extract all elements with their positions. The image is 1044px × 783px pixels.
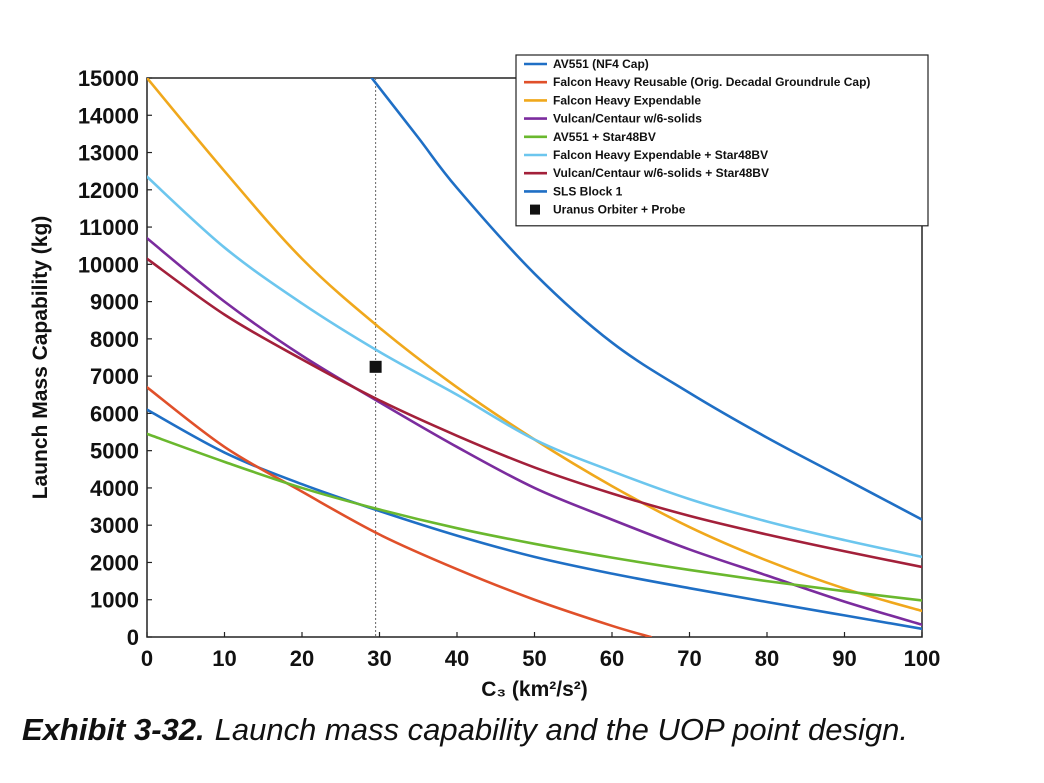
legend-label: Falcon Heavy Expendable (553, 93, 701, 107)
x-tick-label: 0 (141, 646, 153, 671)
x-tick-label: 80 (755, 646, 779, 671)
legend-label: Falcon Heavy Expendable + Star48BV (553, 148, 768, 162)
y-tick-label: 8000 (90, 327, 139, 352)
point-marker-1 (369, 360, 382, 373)
legend-label: AV551 + Star48BV (553, 130, 656, 144)
legend-swatch (530, 204, 540, 215)
legend: AV551 (NF4 Cap) Falcon Heavy Reusable (Or… (515, 54, 929, 227)
y-tick-label: 6000 (90, 401, 139, 426)
plot-area: 0 10 20 30 40 50 60 70 80 90 100010002000300040005… (78, 66, 941, 671)
y-tick-label: 12000 (78, 178, 139, 203)
x-tick-label: 50 (522, 646, 546, 671)
legend-label: SLS Block 1 (553, 184, 623, 198)
y-tick-label: 1000 (90, 588, 139, 613)
y-tick-label: 11000 (79, 215, 139, 240)
series-line-7 (147, 257, 922, 569)
x-tick-label: 70 (677, 646, 701, 671)
legend-box (515, 54, 929, 227)
x-axis-title: C₃ (km²/s²) (481, 678, 588, 701)
series-line-6 (147, 175, 922, 559)
series-line-5 (147, 432, 922, 602)
legend-label: AV551 (NF4 Cap) (553, 57, 649, 71)
x-tick-label: 20 (290, 646, 314, 671)
legend-label: Vulcan/Centaur w/6-solids (553, 112, 702, 126)
y-tick-label: 4000 (90, 476, 139, 501)
y-tick-label: 13000 (78, 141, 139, 166)
y-tick-label: 10000 (78, 252, 139, 277)
series-line-8 (370, 78, 922, 521)
y-tick-label: 0 (127, 625, 139, 650)
y-tick-label: 7000 (90, 364, 139, 389)
x-tick-label: 40 (445, 646, 469, 671)
y-tick-label: 5000 (90, 439, 139, 464)
x-tick-label: 90 (832, 646, 856, 671)
legend-label: Vulcan/Centaur w/6-solids + Star48BV (553, 166, 769, 180)
y-tick-label: 3000 (90, 513, 139, 538)
x-tick-label: 60 (600, 646, 624, 671)
x-tick-label: 10 (212, 646, 236, 671)
y-tick-label: 14000 (78, 103, 139, 128)
x-tick-label: 100 (904, 646, 941, 671)
series-line-1 (147, 408, 922, 631)
y-tick-label: 2000 (90, 550, 139, 575)
x-tick-label: 30 (367, 646, 391, 671)
y-tick-label: 9000 (90, 290, 139, 315)
figure-caption: Exhibit 3-32. Launch mass capability and … (22, 712, 908, 748)
legend-label: Uranus Orbiter + Probe (553, 203, 686, 217)
series-group (147, 78, 922, 637)
series-line-2 (147, 386, 653, 637)
series-line-4 (147, 236, 922, 626)
launch-mass-chart: 0 10 20 30 40 50 60 70 80 90 100010002000300040005… (29, 54, 941, 701)
caption-text: Launch mass capability and the UOP point… (214, 712, 908, 747)
y-axis-title: Launch Mass Capability (kg) (29, 216, 52, 500)
y-tick-label: 15000 (78, 66, 139, 91)
legend-label: Falcon Heavy Reusable (Orig. Decadal Gro… (553, 75, 870, 89)
caption-label: Exhibit 3-32. (22, 712, 205, 747)
